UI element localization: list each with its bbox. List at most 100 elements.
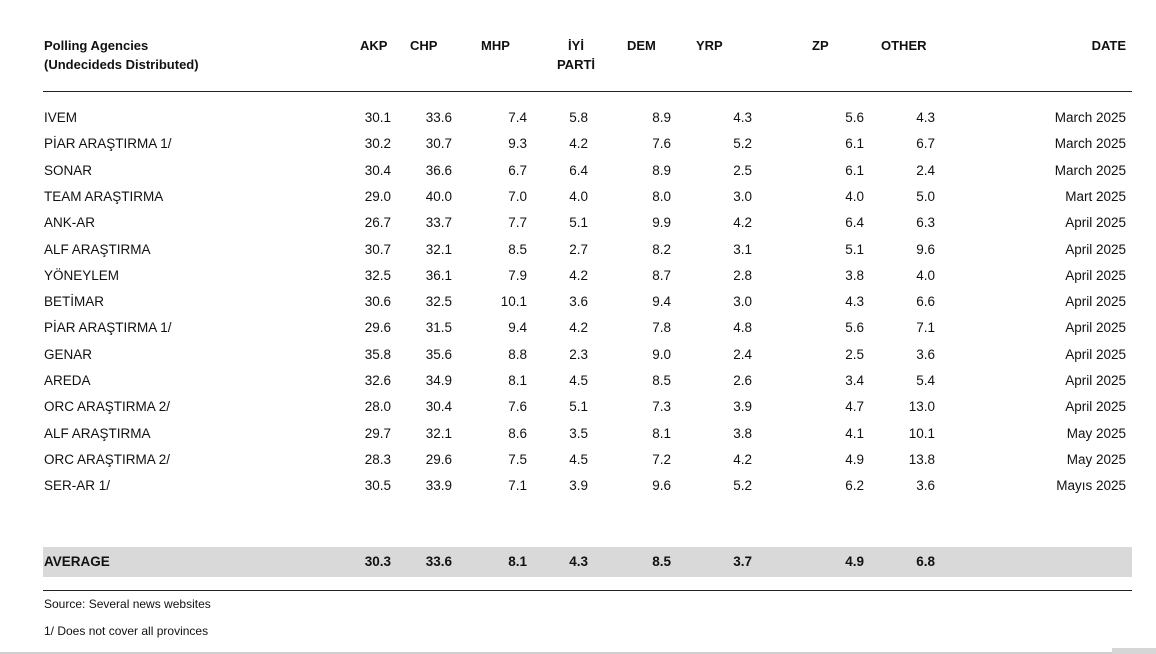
header-akp: AKP (360, 38, 388, 53)
cell-akp: 30.4 (364, 162, 391, 178)
cell-other: 7.1 (916, 320, 935, 336)
cell-yrp: 3.0 (733, 294, 752, 310)
cell-zp: 5.6 (845, 320, 864, 336)
cell-akp: 29.7 (364, 425, 391, 441)
cell-chp: 30.4 (425, 399, 452, 415)
table-row: YÖNEYLEM 32.5 36.1 7.9 4.2 8.7 2.8 3.8 4.0 April … (43, 263, 1132, 289)
cell-iyi: 4.2 (569, 320, 588, 336)
cell-zp: 4.9 (845, 451, 864, 467)
cell-agency: ALF ARAŞTIRMA (44, 241, 151, 257)
cell-agency: TEAM ARAŞTIRMA (44, 188, 164, 204)
cell-mhp: 6.7 (508, 162, 527, 178)
cell-agency: SER-AR 1/ (44, 478, 111, 494)
header-mhp: MHP (481, 38, 510, 53)
header-agency-line2: (Undecideds Distributed) (44, 57, 199, 72)
cell-date: Mart 2025 (1065, 188, 1126, 204)
cell-zp: 5.6 (845, 110, 864, 125)
cell-iyi: 4.5 (569, 373, 588, 388)
header-date: DATE (1091, 38, 1126, 53)
cell-date: April 2025 (1065, 294, 1126, 310)
cell-dem: 9.9 (652, 215, 671, 231)
cell-zp: 3.4 (845, 373, 864, 388)
cell-yrp: 2.4 (733, 346, 752, 362)
cell-other: 4.0 (916, 267, 935, 283)
cell-yrp: 3.8 (733, 425, 752, 441)
table-row: ORC ARAŞTIRMA 2/28.3 29.6 7.5 4.5 7.2 4.2 4.9 1… (43, 447, 1132, 473)
cell-zp: 4.1 (845, 425, 864, 441)
average-row: AVERAGE 30.3 33.6 8.1 4.3 8.5 3.7 4.9 6.… (43, 547, 1132, 577)
average-zp: 4.9 (845, 554, 864, 569)
header-dem: DEM (627, 38, 656, 53)
cell-other: 4.3 (916, 110, 935, 125)
cell-dem: 8.1 (652, 425, 671, 441)
cell-zp: 4.3 (845, 294, 864, 310)
cell-date: Mayıs 2025 (1056, 478, 1126, 494)
cell-iyi: 5.1 (569, 215, 588, 231)
average-label: AVERAGE (44, 554, 110, 569)
cell-chp: 31.5 (425, 320, 452, 336)
cell-chp: 33.9 (425, 478, 452, 494)
table-row: BETİMAR 30.6 32.5 10.1 3.6 9.4 3.0 4.3 6.6 April … (43, 289, 1132, 315)
cell-dem: 8.5 (652, 373, 671, 388)
cell-akp: 30.2 (364, 136, 391, 152)
header-other: OTHER (881, 38, 927, 53)
cell-mhp: 7.9 (508, 267, 527, 283)
cell-zp: 4.0 (845, 188, 864, 204)
cell-date: March 2025 (1054, 162, 1126, 178)
cell-akp: 32.6 (364, 373, 391, 388)
cell-akp: 29.6 (364, 320, 391, 336)
cell-agency: ORC ARAŞTIRMA 2/ (44, 399, 171, 415)
table-row: GENAR 35.8 35.6 8.8 2.3 9.0 2.4 2.5 3.6 April 202… (43, 342, 1132, 368)
cell-agency: GENAR (44, 346, 93, 362)
cell-other: 9.6 (916, 241, 935, 257)
cell-mhp: 9.3 (508, 136, 527, 152)
cell-agency: ORC ARAŞTIRMA 2/ (44, 451, 171, 467)
cell-zp: 4.7 (845, 399, 864, 415)
cell-iyi: 4.0 (569, 188, 588, 204)
cell-yrp: 3.0 (733, 188, 752, 204)
average-other: 6.8 (916, 554, 935, 569)
table-row: PİAR ARAŞTIRMA 1/29.6 31.5 9.4 4.2 7.8 4.8 5.6… (43, 315, 1132, 341)
cell-other: 13.0 (908, 399, 935, 415)
header-chp: CHP (410, 38, 438, 53)
cell-date: March 2025 (1054, 110, 1126, 125)
footnote: 1/ Does not cover all provinces (44, 624, 209, 638)
cell-agency: AREDA (44, 373, 91, 388)
average-chp: 33.6 (425, 554, 452, 569)
cell-date: April 2025 (1065, 241, 1126, 257)
cell-chp: 33.7 (425, 215, 452, 231)
cell-chp: 32.1 (425, 425, 452, 441)
cell-mhp: 7.0 (508, 188, 527, 204)
cell-agency: SONAR (44, 162, 93, 178)
cell-akp: 28.3 (364, 451, 391, 467)
cell-mhp: 7.6 (508, 399, 527, 415)
cell-yrp: 5.2 (733, 136, 752, 152)
cell-dem: 8.7 (652, 267, 671, 283)
cell-zp: 2.5 (845, 346, 864, 362)
poll-table-document: Polling Agencies (Undecideds Distributed… (43, 0, 1132, 654)
header-divider (43, 91, 1132, 92)
cell-chp: 36.6 (425, 162, 452, 178)
header-agency: Polling Agencies (Undecideds Distributed… (44, 36, 199, 74)
cell-mhp: 8.5 (508, 241, 527, 257)
cell-date: May 2025 (1066, 425, 1126, 441)
cell-iyi: 4.2 (569, 136, 588, 152)
cell-other: 3.6 (916, 478, 935, 494)
cell-yrp: 2.5 (733, 162, 752, 178)
table-row: ORC ARAŞTIRMA 2/28.0 30.4 7.6 5.1 7.3 3.9 4.7 1… (43, 394, 1132, 420)
cell-yrp: 4.3 (733, 110, 752, 125)
cell-other: 6.6 (916, 294, 935, 310)
average-yrp: 3.7 (733, 554, 752, 569)
cell-agency: YÖNEYLEM (44, 267, 120, 283)
cell-iyi: 4.5 (569, 451, 588, 467)
cell-iyi: 3.6 (569, 294, 588, 310)
footer-divider (43, 590, 1132, 591)
cell-dem: 8.9 (652, 110, 671, 125)
cell-mhp: 7.5 (508, 451, 527, 467)
cell-mhp: 8.1 (508, 373, 527, 388)
cell-dem: 9.6 (652, 478, 671, 494)
cell-iyi: 4.2 (569, 267, 588, 283)
cell-akp: 26.7 (364, 215, 391, 231)
scrollbar-thumb[interactable] (1112, 648, 1156, 654)
cell-mhp: 7.7 (508, 215, 527, 231)
